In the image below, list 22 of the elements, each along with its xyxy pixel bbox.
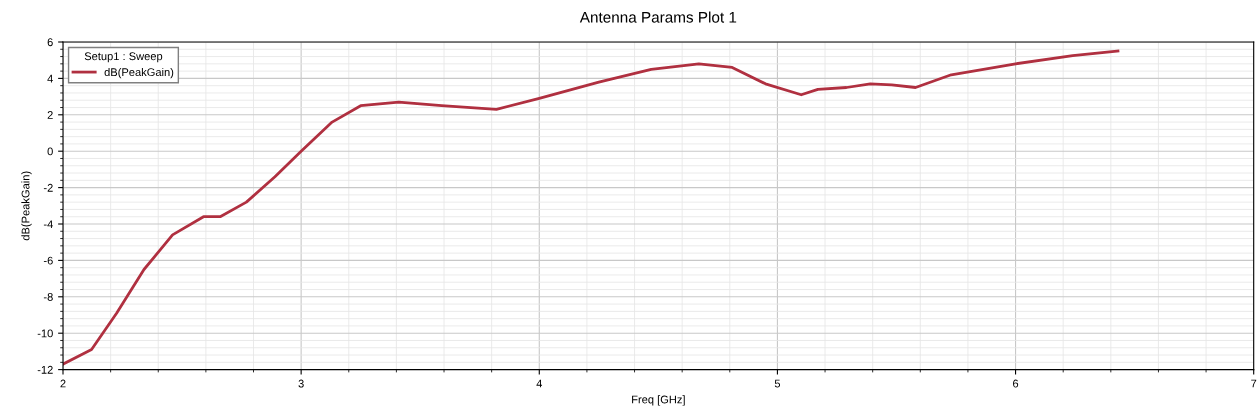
y-tick-label: 0	[47, 147, 53, 156]
x-tick-label: 4	[536, 379, 543, 388]
chart-title: Antenna Params Plot 1	[579, 11, 737, 23]
y-tick-label: -8	[43, 293, 53, 301]
y-tick-label: 6	[47, 38, 53, 47]
x-tick-label: 5	[774, 379, 781, 388]
y-tick-label: -12	[37, 365, 53, 374]
y-tick-label: 4	[47, 74, 53, 83]
x-tick-label: 6	[1013, 379, 1019, 388]
y-tick-label: -4	[43, 220, 53, 229]
x-axis-title: Freq [GHz]	[632, 395, 685, 406]
x-tick-label: 2	[60, 379, 66, 388]
legend-label: dB(PeakGain)	[104, 67, 174, 79]
x-tick-label: 7	[1251, 379, 1257, 388]
legend-title: Setup1 : Sweep	[84, 52, 163, 63]
y-axis-title: dB(PeakGain)	[21, 171, 32, 241]
y-tick-label: -10	[37, 329, 53, 338]
line-series	[63, 49, 1120, 366]
y-tick-label: -2	[43, 183, 53, 192]
y-tick-label: -6	[43, 256, 53, 265]
y-tick-label: 2	[47, 111, 53, 119]
x-tick-label: 3	[298, 379, 304, 388]
